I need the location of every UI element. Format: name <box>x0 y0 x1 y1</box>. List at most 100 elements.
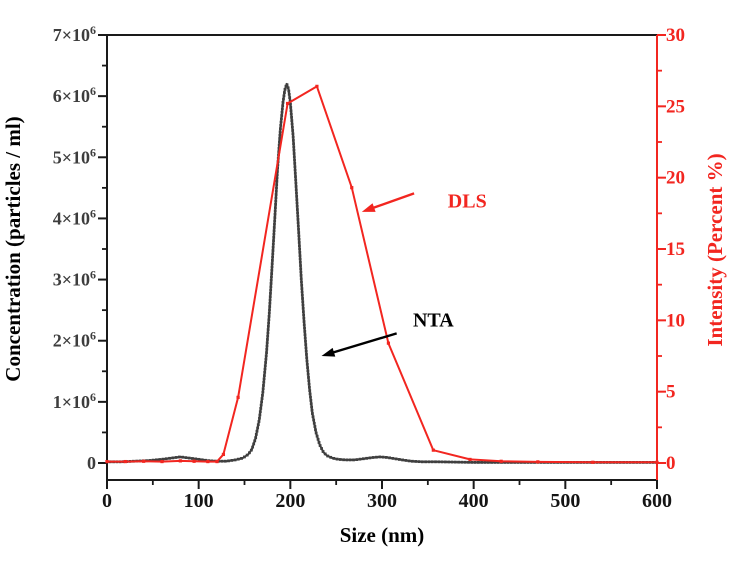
nta-marker <box>305 359 309 363</box>
nta-marker <box>304 349 308 353</box>
nta-marker <box>258 416 261 420</box>
nta-marker <box>312 418 316 422</box>
nta-marker <box>261 393 264 397</box>
nta-marker <box>291 138 295 142</box>
nta-marker <box>269 285 273 289</box>
nta-marker <box>288 96 292 100</box>
nta-marker <box>277 143 281 147</box>
nta-marker <box>265 344 269 348</box>
nta-marker <box>313 425 317 428</box>
nta-marker <box>430 460 434 464</box>
nta-marker <box>293 165 297 169</box>
nta-marker <box>292 145 296 149</box>
nta-marker <box>311 412 314 415</box>
nta-marker <box>467 460 470 464</box>
nta-marker <box>261 387 265 391</box>
nta-marker <box>263 364 267 368</box>
nta-marker <box>301 297 304 300</box>
nta-marker <box>414 460 418 463</box>
dls-label: DLS <box>448 190 487 212</box>
dls-marker <box>142 459 146 463</box>
nta-marker <box>267 315 271 318</box>
x-tick-label: 500 <box>550 490 580 512</box>
nta-marker <box>480 461 484 464</box>
nta-marker <box>187 456 191 460</box>
dls-marker <box>192 459 196 463</box>
dls-marker <box>591 460 595 464</box>
nta-marker <box>299 274 303 277</box>
nta-marker <box>503 461 507 464</box>
nta-marker <box>304 346 308 350</box>
nta-marker <box>277 146 281 150</box>
nta-marker <box>174 456 178 459</box>
nta-marker <box>307 385 311 389</box>
nta-marker <box>470 460 474 464</box>
nta-marker <box>295 194 299 198</box>
nta-marker <box>263 367 267 371</box>
nta-marker <box>278 140 281 144</box>
nta-marker <box>299 270 303 274</box>
nta-marker <box>268 301 272 305</box>
nta-marker <box>164 457 168 461</box>
nta-marker <box>355 458 359 461</box>
nta-marker <box>275 170 279 173</box>
nta-marker <box>278 130 282 134</box>
nta-marker <box>286 86 290 90</box>
nta-marker <box>434 460 437 464</box>
nta-marker <box>289 102 292 106</box>
nta-marker <box>298 250 302 254</box>
x-axis-title: Size (nm) <box>340 523 425 547</box>
nta-marker <box>307 376 310 379</box>
nta-marker <box>291 132 295 136</box>
dls-marker <box>536 460 540 464</box>
dls-marker <box>350 186 354 190</box>
nta-marker <box>274 196 278 200</box>
nta-marker <box>287 89 291 93</box>
nta-marker <box>437 460 441 464</box>
nta-marker <box>290 115 293 119</box>
nta-marker <box>245 453 249 457</box>
nta-marker <box>281 104 285 108</box>
nta-marker <box>294 178 298 182</box>
nta-marker <box>295 201 299 205</box>
dls-marker <box>386 341 391 345</box>
nta-marker <box>303 336 307 340</box>
nta-marker <box>254 436 258 440</box>
nta-marker <box>264 354 268 358</box>
nta-marker <box>453 460 457 464</box>
nta-marker <box>290 119 294 123</box>
nta-marker <box>273 216 277 219</box>
nta-label: NTA <box>413 309 454 331</box>
nta-marker <box>332 456 336 460</box>
nta-marker <box>289 109 293 113</box>
nta-marker <box>273 206 277 210</box>
nta-marker <box>407 459 411 463</box>
nta-marker <box>301 300 305 304</box>
nta-marker <box>352 458 355 462</box>
nta-marker <box>304 343 308 346</box>
nta-marker <box>305 353 308 356</box>
nta-marker <box>302 320 306 323</box>
nta-marker <box>309 402 313 406</box>
nta-marker <box>292 152 296 155</box>
nta-marker <box>300 290 304 294</box>
dls-marker <box>221 452 226 457</box>
nta-marker <box>345 458 349 462</box>
nta-marker <box>310 405 314 409</box>
nta-marker <box>299 267 303 271</box>
nta-marker <box>298 247 302 251</box>
nta-marker <box>309 399 313 402</box>
left-y-tick-label: 0 <box>87 453 96 473</box>
nta-marker <box>302 323 306 327</box>
nta-marker <box>177 455 181 459</box>
nta-marker <box>306 366 309 369</box>
nta-marker <box>275 179 279 183</box>
nta-marker <box>305 362 309 366</box>
nta-marker <box>252 442 256 446</box>
nta-marker <box>378 455 382 459</box>
nta-marker <box>260 397 264 400</box>
nta-marker <box>490 461 494 464</box>
nta-marker <box>287 92 291 96</box>
nta-marker <box>269 282 273 285</box>
nta-marker <box>292 142 295 146</box>
